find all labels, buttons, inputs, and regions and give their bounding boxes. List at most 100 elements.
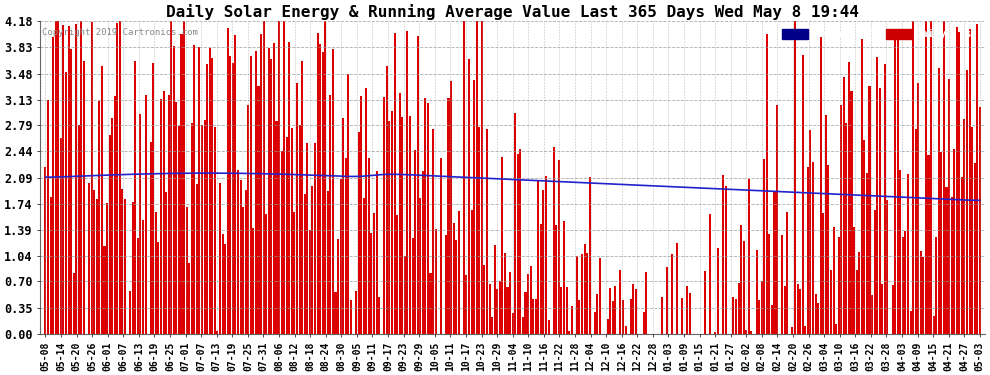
Bar [75,24,77,334]
Bar [124,199,126,334]
Bar [750,331,752,334]
Bar [375,171,377,334]
Bar [70,49,72,334]
Bar [214,127,216,334]
Bar [78,124,80,334]
Bar [920,251,922,334]
Bar [543,190,545,334]
Bar [301,61,303,334]
Bar [193,45,195,334]
Bar [961,177,963,334]
Bar [979,107,981,334]
Bar [660,297,662,334]
Bar [583,244,585,334]
Bar [868,86,870,334]
Bar [899,170,901,334]
Bar [401,117,403,334]
Bar [884,64,886,334]
Bar [853,226,855,334]
Bar [520,149,522,334]
Bar [111,117,113,334]
Bar [620,270,622,334]
Bar [504,254,506,334]
Bar [838,237,840,334]
Bar [412,238,414,334]
Bar [470,210,472,334]
Bar [114,96,116,334]
Bar [958,32,960,334]
Bar [635,289,637,334]
Bar [262,21,264,334]
Bar [581,254,583,334]
Bar [540,224,542,334]
Bar [80,21,82,334]
Bar [249,56,251,334]
Bar [183,21,185,334]
Bar [643,312,644,334]
Bar [330,95,332,334]
Bar [545,176,547,334]
Bar [923,257,925,334]
Bar [188,264,190,334]
Bar [201,125,203,334]
Bar [560,286,562,334]
Bar [129,291,132,334]
Bar [149,142,151,334]
Bar [879,88,881,334]
Bar [452,224,454,334]
Bar [427,103,429,334]
Bar [686,286,688,334]
Bar [486,129,488,334]
Bar [283,21,285,334]
Bar [771,305,773,334]
Bar [306,142,308,334]
Bar [304,194,306,334]
Bar [93,189,95,334]
Bar [360,96,362,334]
Bar [499,281,501,334]
Bar [950,197,952,334]
Bar [357,132,359,334]
Bar [873,210,875,334]
Bar [312,186,314,334]
Bar [67,26,69,334]
Bar [823,213,825,334]
Bar [440,158,442,334]
Text: Copyright 2019 Cartronics.com: Copyright 2019 Cartronics.com [43,28,198,37]
Bar [230,56,232,334]
Bar [286,136,288,334]
Bar [578,300,580,334]
Bar [784,286,786,334]
Bar [349,300,352,334]
Bar [768,234,770,334]
Bar [396,216,398,334]
Bar [494,245,496,334]
Bar [766,34,768,334]
Bar [435,229,437,334]
Bar [488,284,491,334]
Bar [468,59,470,334]
Bar [563,221,565,334]
Bar [191,123,193,334]
Bar [409,116,411,334]
Bar [855,270,857,334]
Bar [325,21,327,334]
Bar [942,21,945,334]
Bar [948,79,950,334]
Bar [797,284,799,334]
Bar [455,240,457,334]
Bar [270,58,272,334]
Title: Daily Solar Energy & Running Average Value Last 365 Days Wed May 8 19:44: Daily Solar Energy & Running Average Val… [166,4,859,20]
Bar [483,265,485,334]
Bar [912,21,914,334]
Bar [938,68,940,334]
Bar [83,61,85,334]
Bar [327,191,329,334]
Bar [96,200,98,334]
Bar [399,93,401,334]
Bar [157,242,159,334]
Bar [799,289,801,334]
Bar [167,95,169,334]
Bar [755,250,757,334]
Bar [388,122,390,334]
